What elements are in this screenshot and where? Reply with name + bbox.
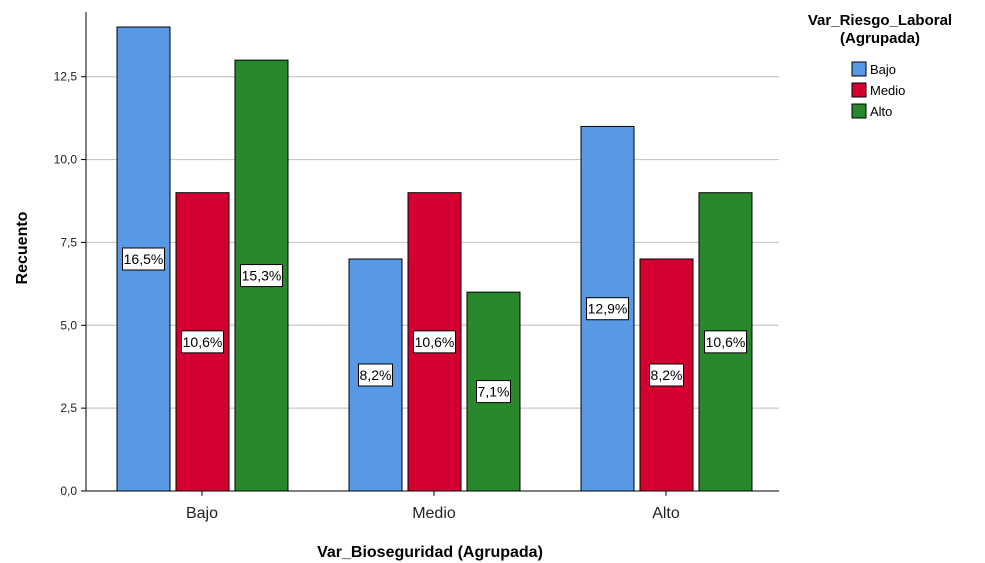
legend-label-alto: Alto — [870, 104, 892, 119]
data-label-box — [476, 380, 511, 404]
x-tick-label: Bajo — [186, 505, 218, 522]
y-axis-title: Recuento — [14, 211, 31, 284]
legend-label-medio: Medio — [870, 83, 905, 98]
data-label: 10,6% — [415, 334, 455, 350]
y-tick-label: 10,0 — [54, 153, 78, 167]
legend-swatch-alto — [851, 103, 867, 119]
legend-label-bajo: Bajo — [870, 62, 896, 77]
y-tick-label: 12,5 — [54, 70, 78, 84]
y-tick-label: 0,0 — [60, 484, 77, 498]
y-tick-label: 7,5 — [60, 235, 77, 249]
data-label-box — [181, 330, 224, 354]
data-label: 15,3% — [242, 268, 282, 284]
data-labels: 16,5% 10,6% 15,3% 8,2% 10,6% 7,1% 12,9% 8,2% 10,… — [122, 247, 747, 404]
data-label: 10,6% — [706, 334, 746, 350]
x-axis: Bajo Medio Alto — [86, 490, 779, 522]
x-axis-title: Var_Bioseguridad (Agrupada) — [317, 544, 543, 561]
data-label-box — [122, 247, 165, 271]
data-label-box — [704, 330, 747, 354]
data-label: 16,5% — [124, 251, 164, 267]
bars — [116, 26, 753, 492]
legend-swatch-medio — [851, 82, 867, 98]
y-tick-label: 5,0 — [60, 318, 77, 332]
data-label: 7,1% — [478, 384, 510, 400]
y-axis: 0,0 2,5 5,0 7,5 10,0 12,5 — [54, 12, 87, 498]
data-label-box — [358, 363, 393, 387]
data-label-box — [586, 297, 629, 321]
data-label: 8,2% — [651, 367, 683, 383]
x-tick-label: Alto — [652, 505, 680, 522]
legend-swatch-bajo — [851, 61, 867, 77]
data-label-box — [649, 363, 684, 387]
data-label-box — [240, 264, 283, 288]
data-label: 12,9% — [588, 301, 628, 317]
data-label: 8,2% — [360, 367, 392, 383]
y-tick-label: 2,5 — [60, 401, 77, 415]
data-label: 10,6% — [183, 334, 223, 350]
x-tick-label: Medio — [412, 505, 456, 522]
legend-title-line-1: Var_Riesgo_Laboral — [808, 12, 952, 29]
legend: Var_Riesgo_Laboral (Agrupada) Bajo Medio A… — [808, 12, 952, 119]
legend-title-line-2: (Agrupada) — [840, 30, 920, 47]
data-label-box — [413, 330, 456, 354]
